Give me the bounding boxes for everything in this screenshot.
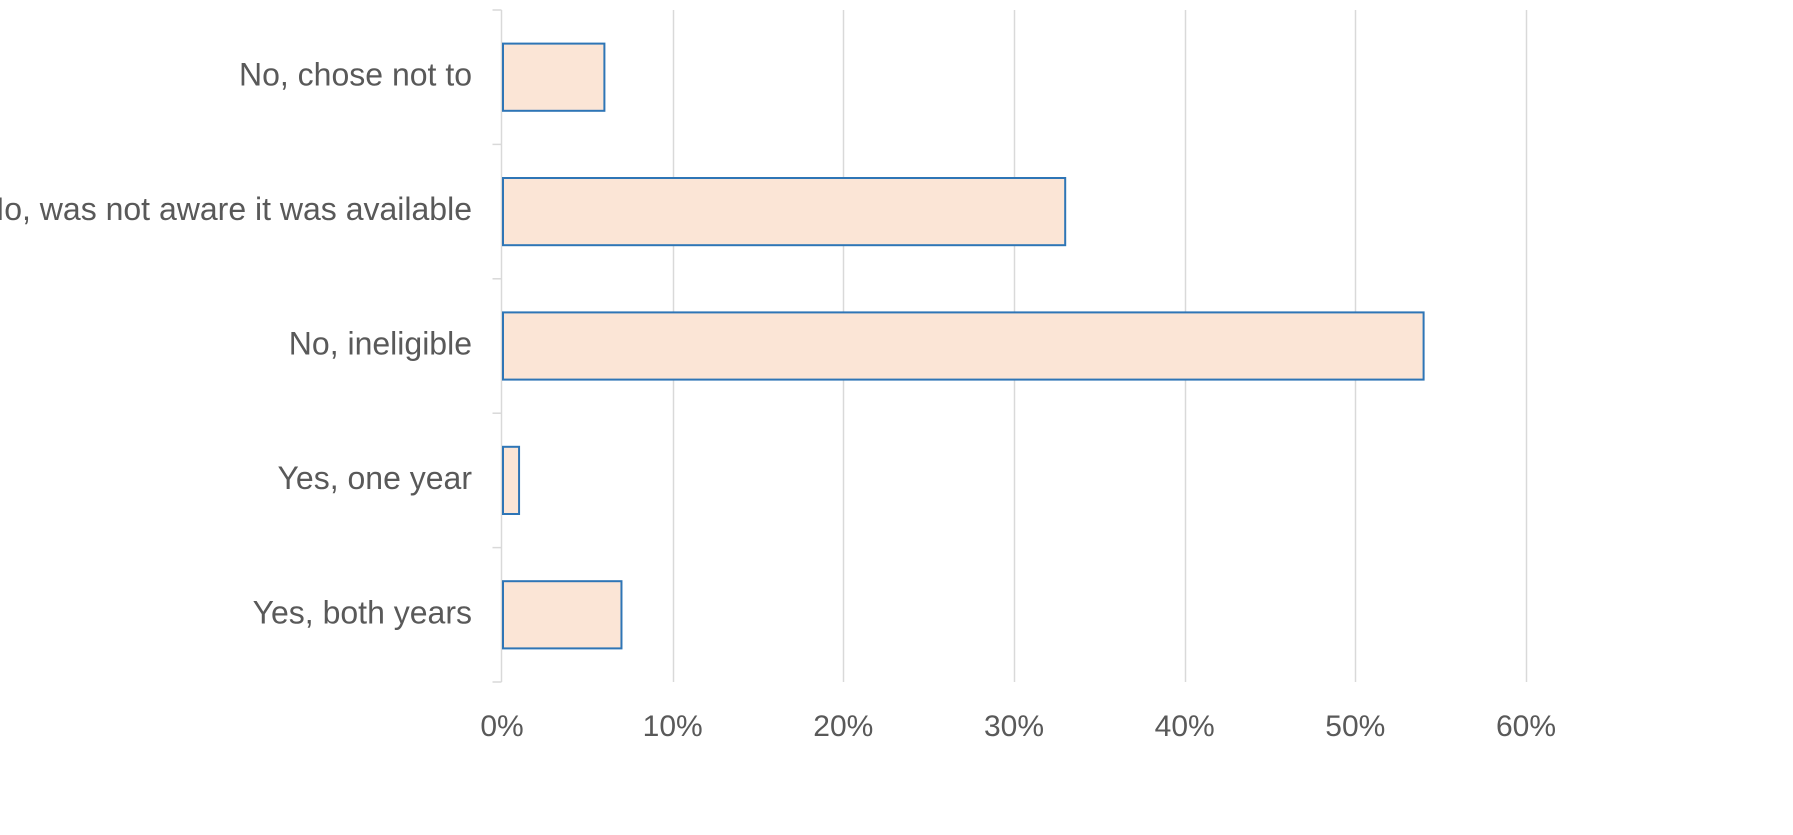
- x-tick-labels: 0% 10% 20% 30% 40% 50% 60%: [480, 710, 1556, 743]
- category-label: No, ineligible: [289, 325, 472, 361]
- bar-1: [502, 42, 606, 112]
- bars: [502, 42, 1425, 650]
- bar-2: [502, 177, 1067, 247]
- category-label: No, chose not to: [239, 57, 472, 93]
- x-tick-label: 10%: [643, 710, 703, 743]
- x-tick-label: 20%: [813, 710, 873, 743]
- category-label: No, was not aware it was available: [0, 191, 472, 227]
- category-label: Yes, one year: [277, 460, 472, 496]
- x-tick-label: 50%: [1325, 710, 1385, 743]
- category-label: Yes, both years: [253, 594, 472, 630]
- x-tick-label: 60%: [1496, 710, 1556, 743]
- x-tick-label: 40%: [1155, 710, 1215, 743]
- category-axis: [492, 9, 503, 683]
- bar-3: [502, 311, 1425, 381]
- category-labels: No, chose not to No, was not aware it was…: [0, 57, 472, 631]
- bar-5: [502, 580, 623, 650]
- bar-4: [502, 445, 521, 515]
- x-tick-label: 30%: [984, 710, 1044, 743]
- x-tick-label: 0%: [480, 710, 523, 743]
